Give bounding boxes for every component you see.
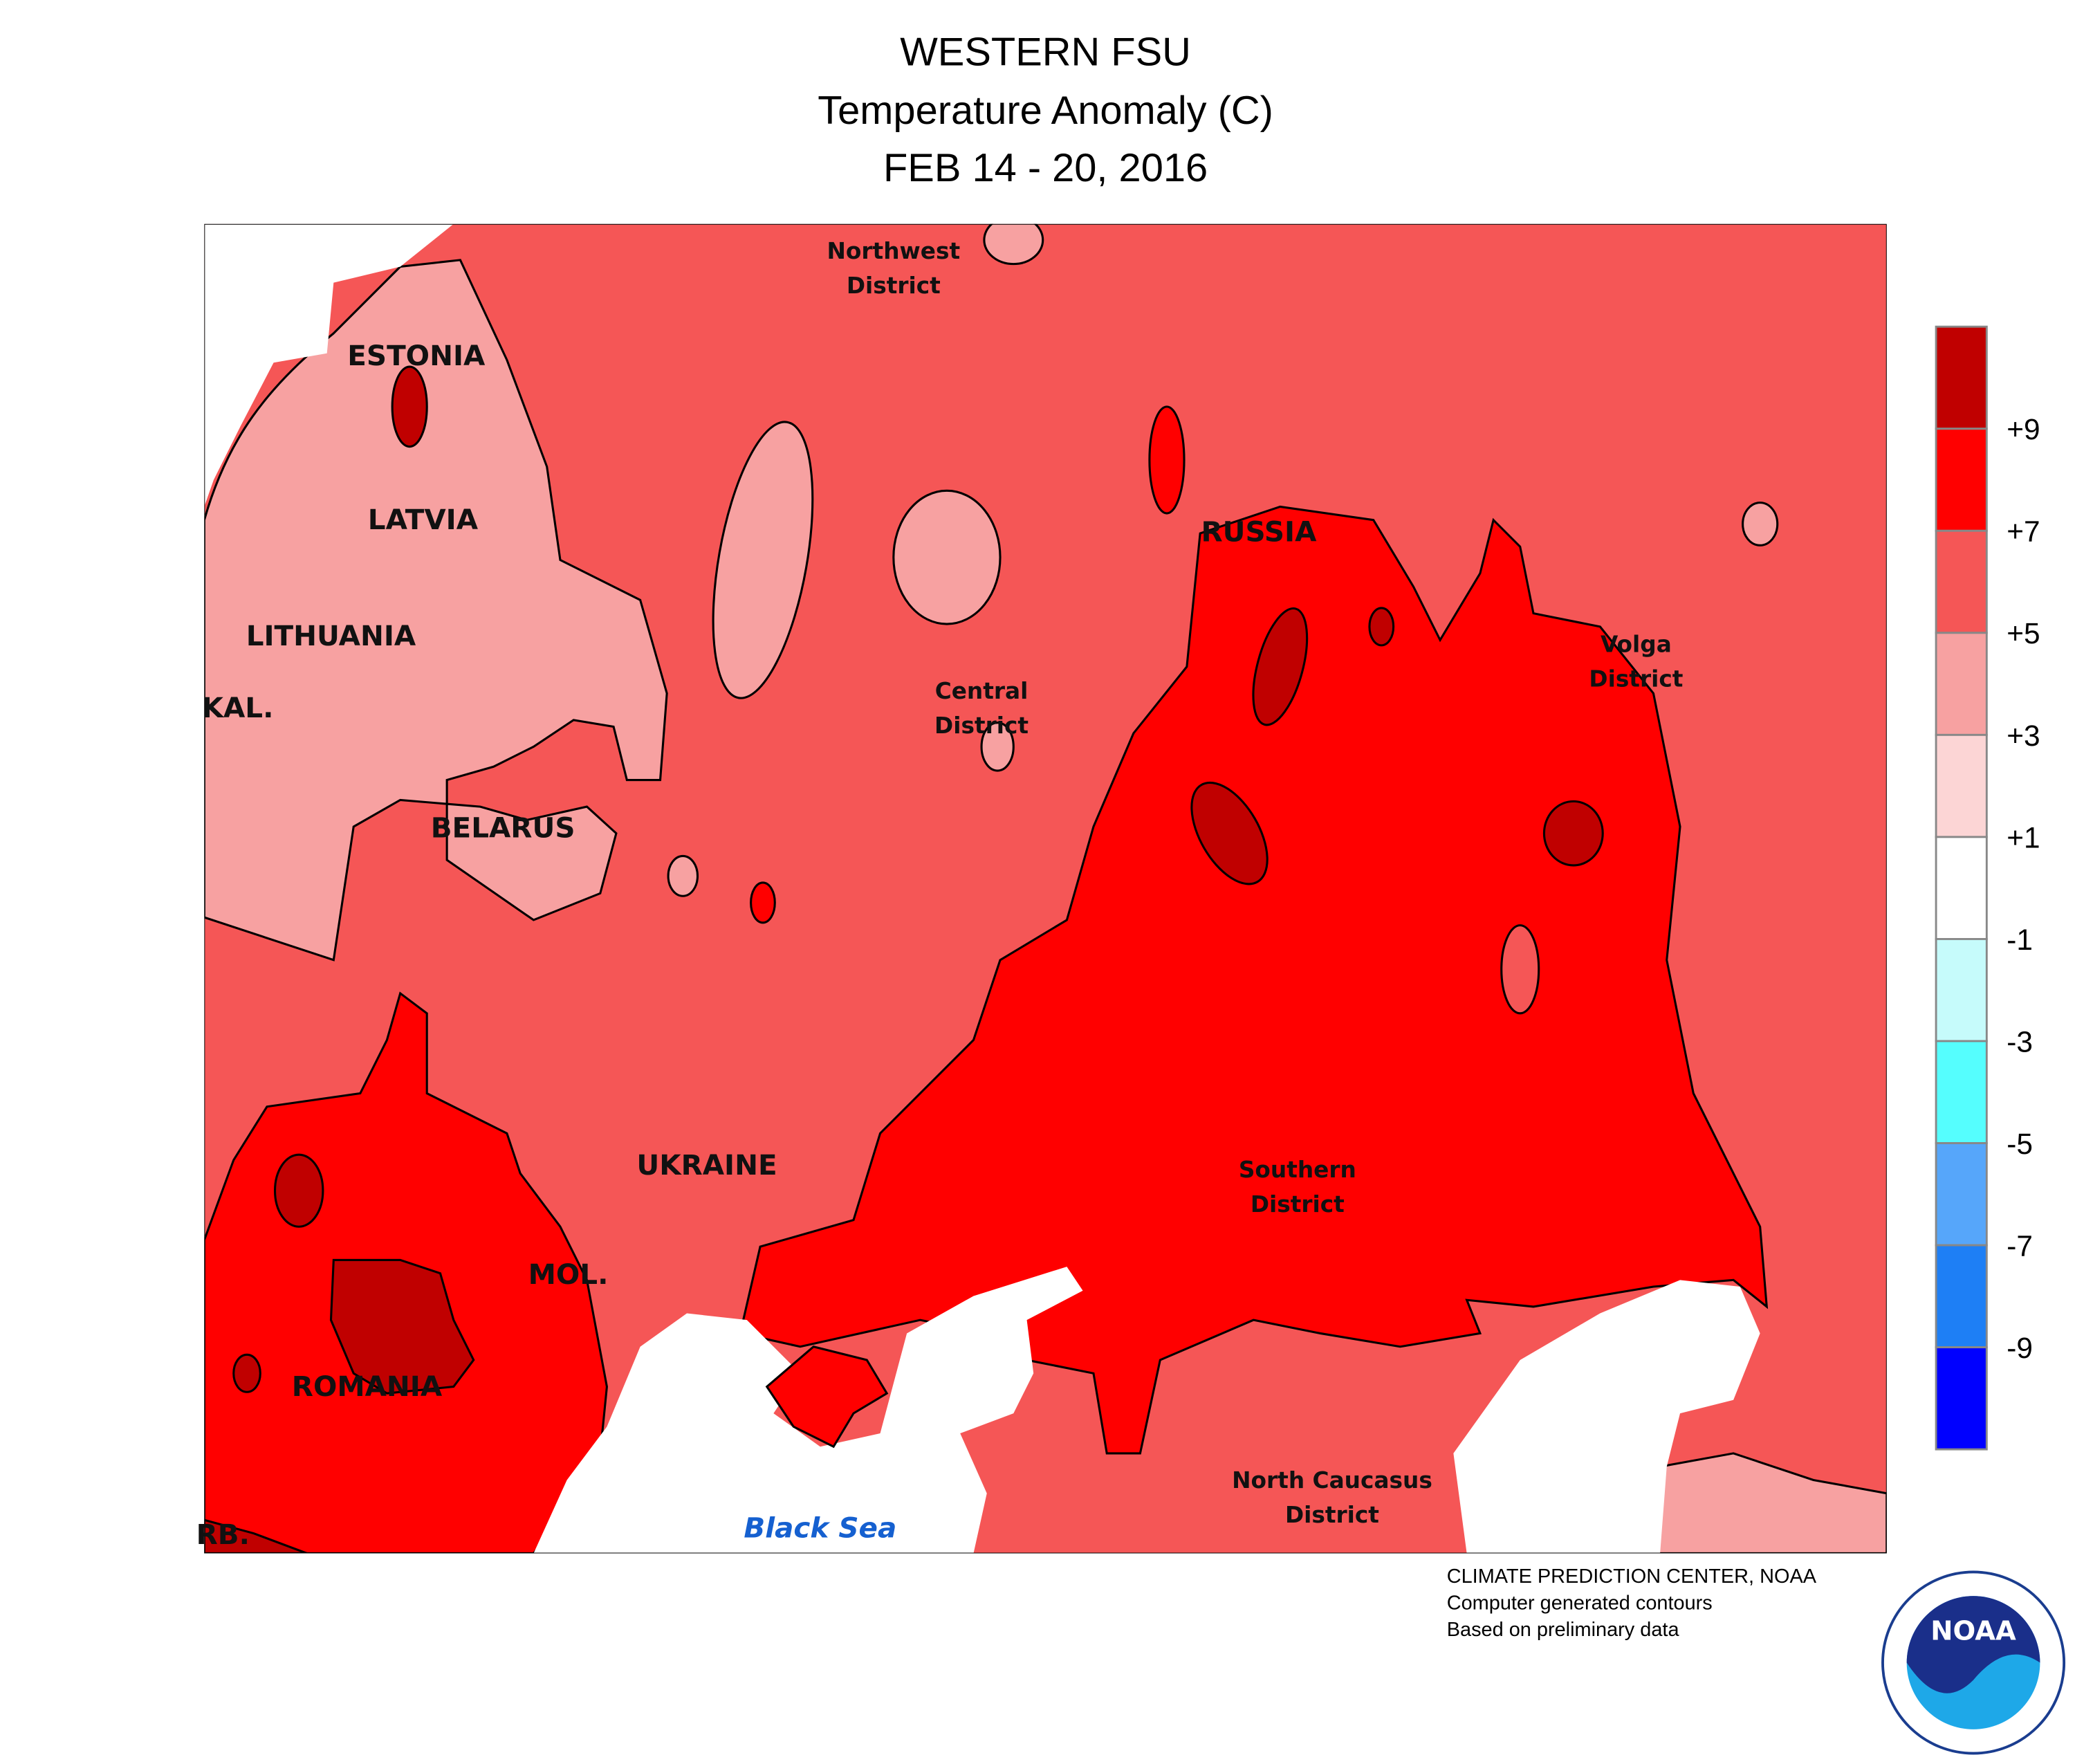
district-label: District <box>1589 666 1683 692</box>
legend-label: -3 <box>2007 1025 2033 1058</box>
baltic-sea <box>204 223 454 507</box>
legend-swatch <box>1935 1142 1988 1247</box>
district-label: Central <box>935 678 1029 704</box>
legend-swatch <box>1935 1040 1988 1144</box>
dates: FEB 14 - 20, 2016 <box>883 146 1208 190</box>
contour-3-5 <box>712 421 814 699</box>
district-label: Southern <box>1239 1157 1356 1183</box>
caspian-sea <box>1453 1280 1760 1554</box>
country-label: LATVIA <box>368 503 479 536</box>
district-label: District <box>847 273 941 299</box>
credit: CLIMATE PREDICTION CENTER, NOAA <box>1447 1565 1817 1588</box>
contour-above-9 <box>1542 800 1604 867</box>
country-label: BELARUS <box>431 811 575 844</box>
contour-above-9 <box>1368 607 1395 647</box>
contour-above-9 <box>329 1258 475 1395</box>
contour-5-7 <box>1500 924 1540 1015</box>
legend-label: -1 <box>2007 924 2033 956</box>
contour-7-9 <box>739 505 1769 1455</box>
contour-above-9 <box>204 1518 308 1554</box>
legend-label: -7 <box>2007 1229 2033 1262</box>
map <box>204 223 1887 1554</box>
district-label: Volga <box>1601 632 1672 658</box>
black-sea <box>533 1267 1083 1554</box>
contour-above-9 <box>1190 781 1269 885</box>
contour-above-9 <box>273 1153 324 1228</box>
district-label: District <box>1285 1502 1379 1528</box>
credit: Computer generated contours <box>1447 1592 1713 1614</box>
logo-top <box>1906 1596 2040 1693</box>
credit: Based on preliminary data <box>1447 1619 1680 1641</box>
contour-above-9 <box>391 365 428 448</box>
contour-7-9 <box>750 881 776 924</box>
legend-swatch <box>1935 733 1988 838</box>
legend-swatch <box>1935 325 1988 430</box>
legend-label: +5 <box>2007 617 2040 650</box>
legend-swatch <box>1935 428 1988 532</box>
country-label: LITHUANIA <box>246 619 416 652</box>
logo-text: NOAA <box>1930 1616 2016 1647</box>
legend-label: +3 <box>2007 719 2040 752</box>
district-label: District <box>1251 1191 1345 1218</box>
contour-3-5 <box>892 489 1002 625</box>
contour-3-5 <box>1742 502 1779 546</box>
contour-3-5 <box>667 854 699 897</box>
legend-label: +1 <box>2007 821 2040 854</box>
country-label: RUSSIA <box>1201 515 1318 549</box>
contour-3-5 <box>980 722 1015 772</box>
district-label: District <box>934 713 1029 739</box>
legend-swatch <box>1935 529 1988 634</box>
country-label: UKRAINE <box>636 1148 777 1182</box>
legend-label: +9 <box>2007 413 2040 445</box>
contour-above-9 <box>232 1353 261 1393</box>
legend-swatch <box>1935 937 1988 1042</box>
district-label: North Caucasus <box>1232 1467 1432 1494</box>
legend-label: -5 <box>2007 1128 2033 1160</box>
contour-above-9 <box>1252 607 1309 726</box>
contour-7-9 <box>1148 405 1186 515</box>
crimea <box>765 1345 889 1449</box>
district-label: Northwest <box>827 238 961 264</box>
country-label: ESTONIA <box>347 339 486 372</box>
legend-swatch <box>1935 1346 1988 1451</box>
contour-3-5 <box>204 259 668 962</box>
legend-label: +7 <box>2007 515 2040 548</box>
country-label: ROMANIA <box>292 1370 443 1403</box>
legend-swatch <box>1935 836 1988 940</box>
country-label: RB. <box>196 1518 250 1551</box>
contour-3-5 <box>983 223 1044 266</box>
legend: +9 +7 +5 +3 +1 -1 -3 -5 -7 -9 <box>1935 325 2040 1451</box>
noaa-logo: NOAA <box>1881 1570 2066 1755</box>
sea-label: Black Sea <box>744 1511 896 1544</box>
legend-swatch <box>1935 632 1988 736</box>
subtitle: Temperature Anomaly (C) <box>818 89 1273 133</box>
title: WESTERN FSU <box>900 30 1191 74</box>
country-label: KAL. <box>202 691 274 724</box>
legend-swatch <box>1935 1244 1988 1349</box>
legend-label: -9 <box>2007 1332 2033 1364</box>
country-label: MOL. <box>528 1258 609 1291</box>
